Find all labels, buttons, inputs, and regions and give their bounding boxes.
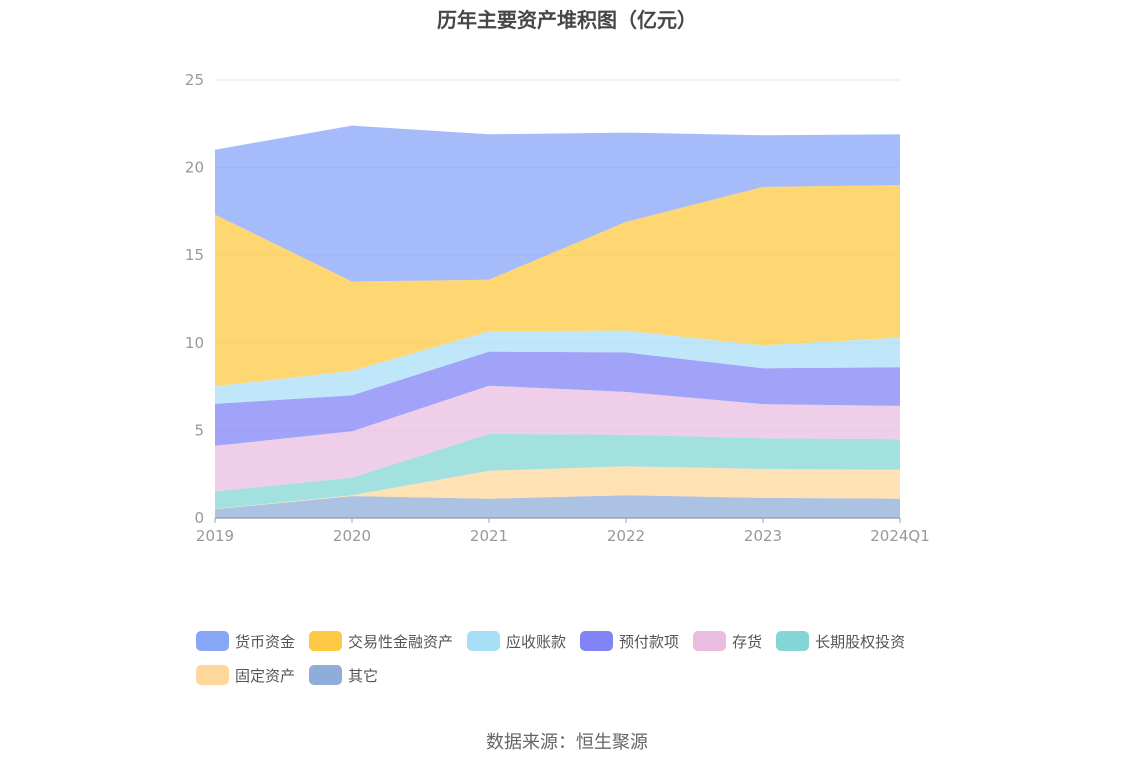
- y-tick-label: 5: [194, 421, 204, 439]
- x-tick-label: 2020: [333, 527, 371, 545]
- legend-swatch: [309, 631, 343, 651]
- legend-swatch: [580, 631, 614, 651]
- x-tick-label: 2023: [744, 527, 782, 545]
- x-tick-label: 2021: [470, 527, 508, 545]
- legend: 货币资金 交易性金融资产 应收账款 预付款项 存货 长期股权投资固定资产 其它: [196, 628, 956, 688]
- y-tick-label: 25: [185, 71, 204, 89]
- area-series-应收账款: [215, 330, 900, 404]
- x-tick-label: 2022: [607, 527, 645, 545]
- legend-swatch: [467, 631, 501, 651]
- legend-swatch: [693, 631, 727, 651]
- y-tick-label: 0: [194, 509, 204, 527]
- legend-label: 货币资金: [235, 632, 296, 651]
- legend-swatch: [196, 631, 229, 651]
- area-series-货币资金: [215, 125, 900, 282]
- legend-item-存货[interactable]: 存货: [693, 628, 762, 654]
- legend-item-货币资金[interactable]: 货币资金: [196, 628, 295, 654]
- legend-item-长期股权投资[interactable]: 长期股权投资: [776, 628, 905, 654]
- legend-label: 应收账款: [506, 632, 567, 651]
- x-tick-label: 2024Q1: [870, 527, 930, 545]
- legend-label: 其它: [348, 666, 379, 685]
- legend-item-固定资产[interactable]: 固定资产: [196, 662, 295, 688]
- legend-item-预付款项[interactable]: 预付款项: [580, 628, 679, 654]
- area-series-预付款项: [215, 351, 900, 446]
- chart-title: 历年主要资产堆积图（亿元）: [437, 8, 697, 32]
- area-series-长期股权投资: [215, 433, 900, 509]
- area-series-固定资产: [215, 466, 900, 510]
- area-series: [215, 125, 900, 518]
- source-note: 数据来源：恒生聚源: [486, 732, 648, 753]
- x-tick-label: 2019: [196, 527, 234, 545]
- legend-swatch: [776, 631, 810, 651]
- y-tick-label: 15: [185, 246, 204, 264]
- legend-label: 交易性金融资产: [348, 632, 454, 651]
- legend-label: 预付款项: [619, 632, 680, 651]
- y-tick-label: 20: [185, 159, 204, 177]
- legend-label: 存货: [732, 632, 763, 651]
- legend-swatch: [309, 665, 343, 685]
- area-series-其它: [215, 495, 900, 518]
- area-series-交易性金融资产: [215, 185, 900, 387]
- area-series-存货: [215, 385, 900, 492]
- legend-label: 长期股权投资: [815, 632, 906, 651]
- y-tick-label: 10: [185, 334, 204, 352]
- legend-item-应收账款[interactable]: 应收账款: [467, 628, 566, 654]
- legend-label: 固定资产: [235, 666, 296, 685]
- legend-item-交易性金融资产[interactable]: 交易性金融资产: [309, 628, 453, 654]
- legend-item-其它[interactable]: 其它: [309, 662, 378, 688]
- stacked-area-chart: 0 5 10 15 20 25 2019 2020 2021 2022 2023 2024Q1: [185, 71, 930, 545]
- axes: 0 5 10 15 20 25 2019 2020 2021 2022 2023 2024Q1: [185, 71, 930, 545]
- legend-swatch: [196, 665, 229, 685]
